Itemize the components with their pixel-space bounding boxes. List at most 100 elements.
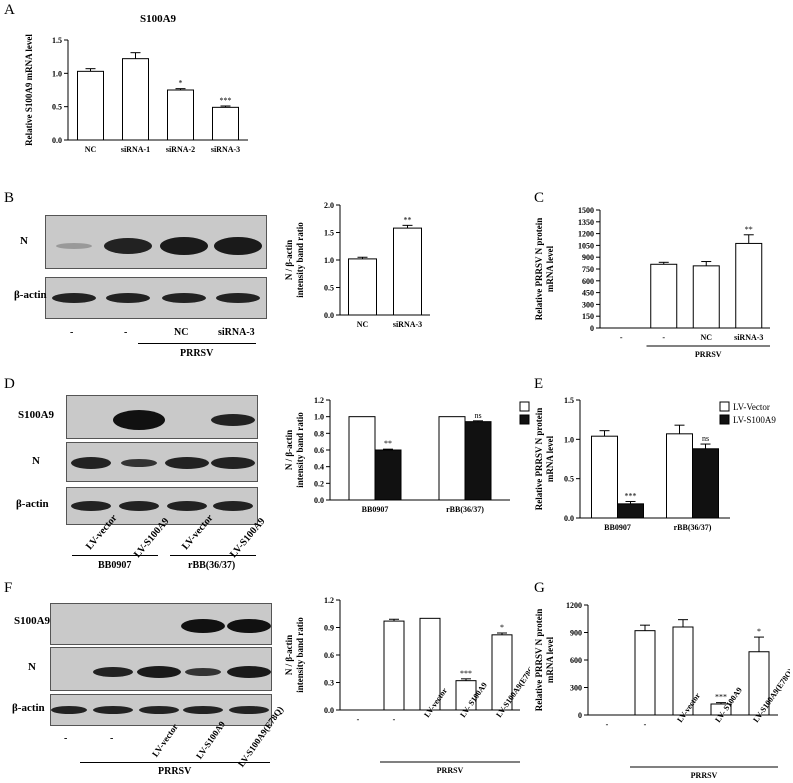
x-tick-label: -	[393, 715, 396, 724]
y-tick-label: 0.6	[324, 651, 334, 660]
chart-f: 0.0 0.3 0.6 0.9 1.2 N / β-actin intensity band…	[284, 596, 530, 775]
blot-b-actin-image	[52, 293, 260, 303]
y-tick-label: 1.2	[314, 396, 324, 405]
significance-label: *	[500, 623, 504, 632]
y-tick-label: 0.4	[314, 463, 324, 472]
y-tick-label: 900	[582, 253, 594, 262]
y-tick-label: 300	[570, 684, 582, 693]
bar	[617, 503, 644, 519]
bar	[455, 680, 477, 711]
blot-d-label-n: N	[32, 455, 40, 467]
bar	[393, 227, 422, 316]
y-axis-label: intensity band ratio	[295, 617, 305, 693]
group-label: PRRSV	[695, 350, 722, 359]
legend-label: LV-Vector	[733, 402, 770, 412]
blot-d-n-image	[71, 457, 255, 469]
x-tick-label: siRNA-1	[121, 145, 150, 154]
x-tick-label: BB0907	[362, 505, 389, 514]
significance-label: *	[179, 79, 183, 88]
x-tick-label: -	[357, 715, 360, 724]
blot-band-n	[66, 442, 258, 482]
blot-f-label-actin: β-actin	[12, 702, 45, 714]
y-tick-label: 0	[590, 324, 594, 333]
significance-label: **	[404, 215, 412, 224]
y-tick-label: 0.6	[314, 446, 324, 455]
y-tick-label: 1.0	[324, 256, 334, 265]
blot-b-group: PRRSV	[180, 348, 214, 359]
bar	[212, 106, 239, 141]
y-tick-label: 1.0	[564, 435, 574, 444]
y-tick-label: 1.5	[52, 36, 62, 45]
y-tick-label: 0.8	[314, 429, 324, 438]
y-axis-label: Relative S100A9 mRNA level	[24, 34, 34, 146]
blot-f-label-s100a9: S100A9	[14, 615, 51, 627]
y-tick-label: 0	[578, 711, 582, 720]
bar	[348, 258, 377, 316]
blot-f-s100a9-image	[181, 619, 271, 633]
y-tick-label: 0.9	[324, 624, 334, 633]
blot-f-lane: -	[64, 733, 68, 744]
x-tick-label: rBB(36/37)	[446, 505, 484, 514]
blot-d-label-s100a9: S100A9	[18, 409, 55, 421]
y-tick-label: 750	[582, 265, 594, 274]
y-tick-label: 0.0	[314, 496, 324, 505]
y-tick-label: 1200	[566, 601, 582, 610]
y-tick-label: 1350	[578, 218, 594, 227]
chart-b: 0.0 0.5 1.0 1.5 2.0 N / β-actin intensity band…	[284, 201, 430, 329]
blot-b-lane: -	[70, 327, 74, 338]
bar	[692, 265, 720, 329]
bar	[419, 617, 441, 711]
significance-label: ns	[702, 434, 709, 443]
chart-e: 0.0 0.5 1.0 1.5 Relative PRRSV N protein mRNA…	[534, 396, 776, 532]
y-tick-label: 1050	[578, 241, 594, 250]
significance-label: ***	[460, 669, 472, 678]
x-tick-label: siRNA-3	[734, 333, 763, 342]
bar	[464, 421, 492, 501]
y-tick-label: 0.0	[324, 706, 334, 715]
bar	[666, 433, 693, 519]
y-tick-label: 0.3	[324, 679, 334, 688]
panel-label-b: B	[4, 190, 15, 206]
y-tick-label: 0.0	[564, 514, 574, 523]
x-tick-label: NC	[85, 145, 97, 154]
y-tick-label: 1.0	[314, 413, 324, 422]
y-tick-label: 0.0	[324, 311, 334, 320]
x-tick-label: BB0907	[604, 523, 631, 532]
blot-d-group-line-2	[170, 555, 256, 556]
y-tick-label: 0.0	[52, 136, 62, 145]
blot-band-n	[50, 647, 272, 691]
legend-swatch	[519, 414, 530, 425]
bar	[383, 620, 405, 711]
panel-label-g: G	[534, 580, 545, 596]
y-axis-label: intensity band ratio	[295, 412, 305, 488]
blot-f: S100A9 N β-actin - - LV-vector LV-S100A9…	[10, 603, 285, 778]
significance-label: *	[757, 627, 761, 636]
chart-d: 0.0 0.2 0.4 0.6 0.8 1.0 1.2 N / β-actin intensit…	[284, 396, 530, 514]
y-axis-label: Relative PRRSV N protein	[534, 218, 544, 320]
y-axis-label: N / β-actin	[284, 430, 294, 470]
blot-b-lane: NC	[174, 327, 189, 338]
blot-b-label-actin: β-actin	[14, 289, 47, 301]
blot-f-group: PRRSV	[158, 766, 192, 777]
chart-g: 0 300 600 900 1200 Relative PRRSV N protein mR…	[534, 601, 790, 780]
y-tick-label: 1.5	[564, 396, 574, 405]
bar	[167, 89, 194, 141]
blot-band-actin	[50, 694, 272, 726]
x-tick-label: NC	[357, 320, 369, 329]
blot-f-n-image	[93, 666, 271, 678]
significance-label: ns	[474, 411, 481, 420]
blot-b-lane: siRNA-3	[218, 327, 255, 338]
y-tick-label: 1500	[578, 206, 594, 215]
blot-band-actin	[66, 487, 258, 525]
bar	[650, 263, 678, 329]
x-tick-label: NC	[700, 333, 712, 342]
y-tick-label: 300	[582, 300, 594, 309]
y-tick-label: 600	[570, 656, 582, 665]
y-axis-label: N / β-actin	[284, 635, 294, 675]
significance-label: ***	[625, 491, 637, 500]
y-axis-label: Relative PRRSV N protein	[534, 408, 544, 510]
blot-band-s100a9	[50, 603, 272, 645]
blot-f-lane: -	[110, 733, 114, 744]
blot-d-group-2: rBB(36/37)	[188, 560, 236, 571]
blot-b: N β-actin - - NC siRNA-3 PRRSV	[10, 215, 270, 375]
